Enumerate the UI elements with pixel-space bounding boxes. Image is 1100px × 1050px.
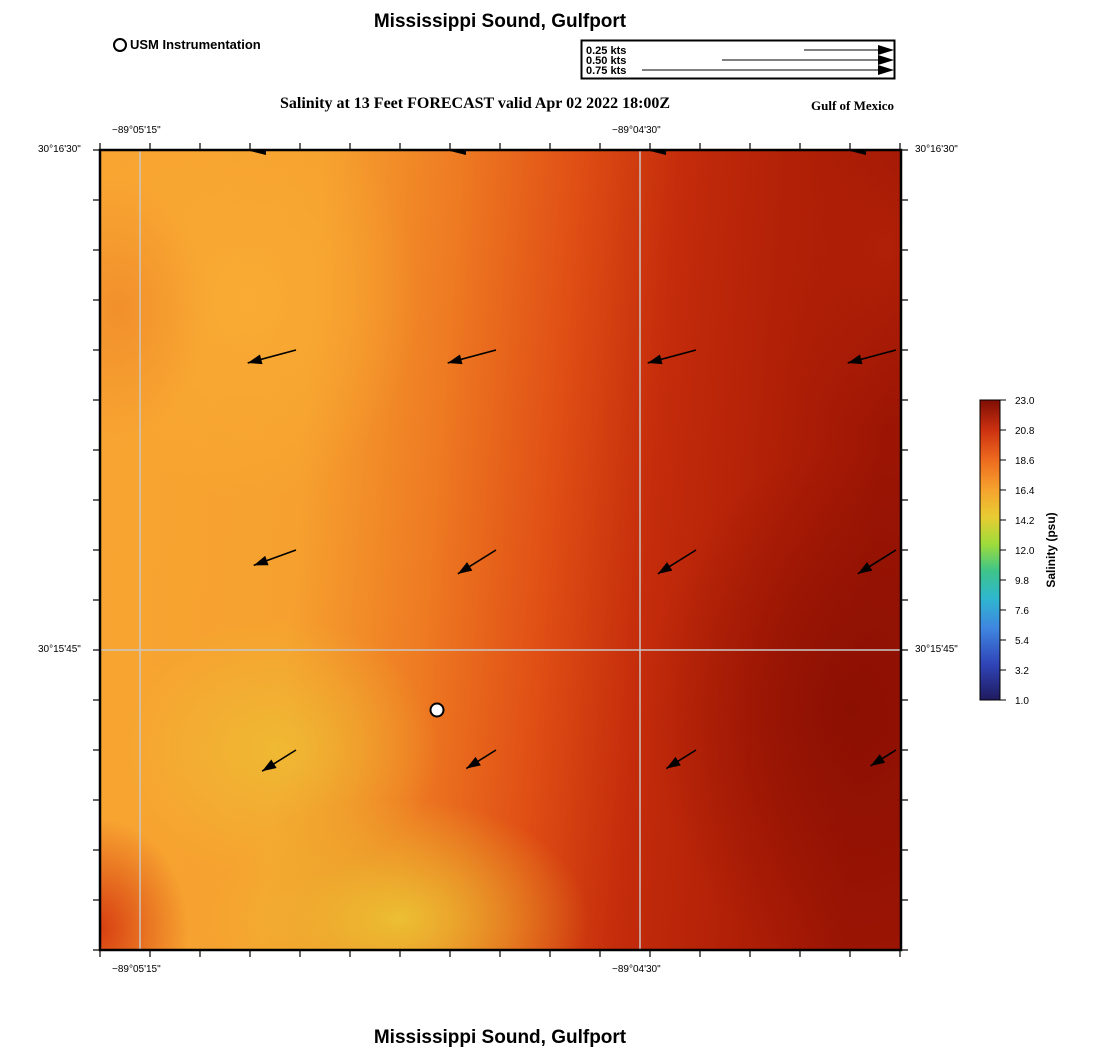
current-vector-arrow bbox=[253, 549, 297, 567]
current-vector-arrow bbox=[657, 549, 697, 575]
colorbar-tick-label: 23.0 bbox=[1015, 396, 1035, 407]
lat-label-left-2: 30°15'45" bbox=[38, 644, 81, 655]
map-title: Mississippi Sound, Gulfport bbox=[373, 11, 627, 32]
lat-label-right-2: 30°15'45" bbox=[915, 644, 958, 655]
plot-subtitle: Salinity at 13 Feet FORECAST valid Apr 0… bbox=[280, 95, 671, 112]
lon-label-top-1: −89°05'15" bbox=[112, 125, 161, 136]
lat-label-left-1: 30°16'30" bbox=[38, 144, 81, 155]
current-vector-arrow bbox=[857, 549, 897, 575]
colorbar-tick-label: 3.2 bbox=[1015, 666, 1029, 677]
colorbar-tick-label: 16.4 bbox=[1015, 486, 1035, 497]
current-vector-arrow bbox=[457, 549, 497, 575]
region-label: Gulf of Mexico bbox=[811, 98, 895, 113]
lon-label-top-2: −89°04'30" bbox=[612, 125, 661, 136]
current-vector-arrow bbox=[465, 749, 497, 770]
vector-legend-label-3: 0.75 kts bbox=[586, 65, 626, 77]
vector-legend-label-2: 0.50 kts bbox=[586, 55, 626, 67]
lon-label-bottom-2: −89°04'30" bbox=[612, 964, 661, 975]
salinity-map[interactable] bbox=[93, 143, 908, 957]
current-vector-arrow bbox=[847, 349, 897, 365]
current-vector-arrow bbox=[261, 749, 297, 772]
current-vector-arrow bbox=[647, 349, 697, 365]
colorbar-tick-label: 9.8 bbox=[1015, 576, 1029, 587]
colorbar-ticks: 23.0 20.8 18.6 16.4 14.2 12.0 9.8 7.6 5.4 3.2 1.0 bbox=[1000, 396, 1035, 707]
salinity-colorbar: 23.020.818.616.414.212.09.87.65.43.21.0 … bbox=[979, 396, 1058, 707]
station-legend: USM Instrumentation bbox=[113, 37, 261, 52]
colorbar-ramp bbox=[979, 399, 1001, 701]
current-vector-arrow bbox=[870, 749, 897, 767]
station-legend-label: USM Instrumentation bbox=[130, 37, 261, 52]
current-vector-arrow bbox=[247, 349, 297, 365]
current-vectors bbox=[247, 150, 897, 772]
lat-label-right-1: 30°16'30" bbox=[915, 144, 958, 155]
colorbar-tick-label: 7.6 bbox=[1015, 606, 1029, 617]
footer-title: Mississippi Sound, Gulfport bbox=[373, 1027, 627, 1048]
graticule bbox=[99, 149, 902, 951]
vector-legend: 0.25 kts 0.50 kts 0.75 kts bbox=[580, 39, 896, 80]
colorbar-tick-label: 20.8 bbox=[1015, 426, 1035, 437]
circle-marker-icon bbox=[113, 37, 127, 52]
map-frame bbox=[98, 148, 903, 952]
vector-legend-label-1: 0.25 kts bbox=[586, 45, 626, 57]
current-vector-arrow bbox=[665, 749, 697, 770]
lon-label-bottom-1: −89°05'15" bbox=[112, 964, 161, 975]
colorbar-tick-label: 18.6 bbox=[1015, 456, 1035, 467]
colorbar-tick-label: 5.4 bbox=[1015, 636, 1029, 647]
colorbar-tick-label: 1.0 bbox=[1015, 696, 1029, 707]
usm-station-marker[interactable] bbox=[429, 702, 445, 718]
frame-ticks bbox=[93, 143, 908, 957]
colorbar-label: Salinity (psu) bbox=[1044, 512, 1058, 587]
colorbar-tick-label: 14.2 bbox=[1015, 516, 1035, 527]
colorbar-tick-label: 12.0 bbox=[1015, 546, 1035, 557]
current-vector-arrow bbox=[447, 349, 497, 365]
